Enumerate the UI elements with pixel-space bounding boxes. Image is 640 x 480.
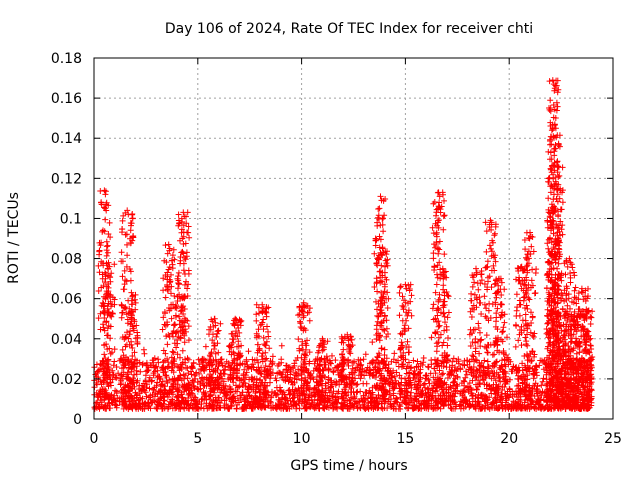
y-tick-label: 0.08 (51, 252, 82, 268)
y-tick-label: 0.12 (51, 171, 82, 187)
axis-ticks (93, 57, 614, 420)
y-tick-label: 0.04 (51, 332, 82, 348)
y-tick-label: 0 (73, 412, 82, 428)
x-tick-label: 20 (500, 431, 518, 447)
chart-title: Day 106 of 2024, Rate Of TEC Index for r… (165, 21, 533, 37)
y-axis-label: ROTI / TECUs (6, 192, 22, 284)
x-tick-label: 10 (293, 431, 311, 447)
y-tick-label: 0.14 (51, 131, 82, 147)
y-tick-label: 0.06 (51, 292, 82, 308)
data-points (91, 77, 596, 412)
y-tick-labels: 0 0.02 0.04 0.06 0.08 0.1 0.12 0.14 0.16 0.18 (51, 51, 82, 428)
y-tick-label: 0.02 (51, 372, 82, 388)
y-tick-label: 0.1 (60, 211, 82, 227)
x-tick-label: 0 (90, 431, 99, 447)
y-tick-label: 0.16 (51, 91, 82, 107)
x-axis-label: GPS time / hours (290, 458, 407, 474)
plot-frame (93, 57, 614, 420)
x-tick-label: 5 (193, 431, 202, 447)
x-tick-label: 25 (604, 431, 622, 447)
x-tick-labels: 0 5 10 15 20 25 (90, 431, 622, 447)
x-tick-label: 15 (396, 431, 414, 447)
roti-points (91, 77, 596, 412)
y-tick-label: 0.18 (51, 51, 82, 67)
